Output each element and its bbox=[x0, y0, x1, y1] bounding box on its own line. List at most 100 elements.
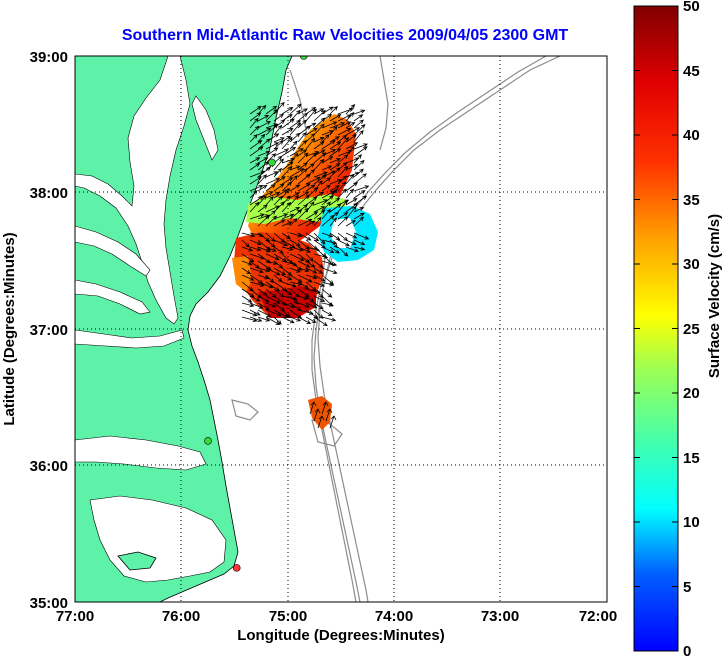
colorbar bbox=[633, 5, 679, 652]
velocity-arrow bbox=[313, 274, 326, 282]
velocity-arrow bbox=[241, 267, 252, 275]
velocity-arrow bbox=[329, 239, 339, 249]
velocity-arrow bbox=[345, 145, 355, 157]
velocity-arrow bbox=[353, 173, 367, 185]
velocity-arrow bbox=[337, 246, 349, 257]
velocity-arrow bbox=[289, 207, 301, 213]
velocity-arrow bbox=[297, 281, 310, 289]
velocity-arrow bbox=[353, 212, 365, 220]
velocity-arrow bbox=[249, 176, 263, 185]
velocity-arrow bbox=[289, 120, 301, 129]
velocity-arrow bbox=[249, 213, 265, 220]
velocity-field-cyan-hole bbox=[330, 218, 356, 248]
velocity-arrow bbox=[249, 281, 265, 287]
velocity-arrow bbox=[305, 150, 320, 157]
velocity-arrow bbox=[265, 316, 281, 325]
velocity-arrow bbox=[329, 125, 338, 136]
velocity-arrow bbox=[313, 260, 324, 269]
velocity-arrow bbox=[309, 401, 317, 415]
velocity-arrow bbox=[313, 295, 326, 302]
velocity-arrow bbox=[289, 184, 301, 192]
velocity-arrow bbox=[321, 113, 333, 122]
velocity-arrow bbox=[297, 149, 308, 157]
velocity-arrow bbox=[329, 122, 346, 129]
velocity-arrow bbox=[265, 253, 280, 261]
velocity-arrow bbox=[249, 105, 262, 115]
velocity-arrow bbox=[241, 260, 253, 266]
velocity-arrow bbox=[265, 205, 280, 213]
velocity-arrow bbox=[337, 199, 348, 213]
velocity-arrow bbox=[265, 210, 276, 220]
velocity-arrow bbox=[257, 274, 270, 280]
velocity-arrow bbox=[329, 232, 341, 241]
velocity-arrow bbox=[265, 105, 278, 115]
velocity-arrow bbox=[313, 141, 325, 150]
velocity-arrow bbox=[325, 408, 333, 422]
colorbar-tick-label: 35 bbox=[683, 192, 700, 209]
velocity-arrow bbox=[305, 267, 318, 274]
x-tick-label: 77:00 bbox=[56, 608, 94, 625]
colorbar-tick-label: 15 bbox=[683, 450, 700, 467]
velocity-arrow bbox=[313, 171, 328, 178]
velocity-arrow bbox=[313, 137, 325, 143]
velocity-arrow bbox=[321, 130, 334, 136]
velocity-arrow bbox=[297, 191, 310, 199]
velocity-arrow bbox=[345, 202, 359, 213]
colorbar-tick-label: 5 bbox=[683, 579, 691, 596]
velocity-arrow bbox=[249, 134, 258, 143]
velocity-arrow bbox=[337, 150, 353, 157]
velocity-arrow bbox=[313, 316, 328, 327]
velocity-arrow bbox=[329, 185, 340, 192]
velocity-arrow bbox=[297, 246, 311, 253]
velocity-arrow bbox=[313, 174, 328, 185]
colorbar-label: Surface Velocity (cm/s) bbox=[706, 214, 723, 378]
velocity-arrow bbox=[313, 216, 322, 227]
velocity-arrow bbox=[281, 114, 293, 122]
velocity-arrow bbox=[321, 309, 333, 317]
velocity-arrow bbox=[297, 218, 313, 227]
velocity-arrow bbox=[273, 316, 282, 325]
velocity-arrow bbox=[273, 302, 285, 312]
radar-station-marker bbox=[268, 158, 276, 167]
velocity-arrow bbox=[249, 117, 259, 129]
grid-lines bbox=[75, 56, 607, 602]
velocity-arrow bbox=[241, 246, 254, 252]
velocity-arrow bbox=[257, 214, 271, 227]
velocity-arrow bbox=[321, 170, 336, 178]
velocity-arrow bbox=[273, 113, 284, 122]
velocity-arrow bbox=[321, 208, 332, 220]
velocity-arrow bbox=[265, 147, 279, 157]
velocity-arrow bbox=[273, 213, 289, 220]
velocity-arrow bbox=[321, 140, 336, 150]
velocity-arrow bbox=[305, 108, 317, 122]
velocity-arrow bbox=[317, 415, 325, 429]
velocity-arrow bbox=[281, 288, 293, 296]
velocity-arrow bbox=[297, 295, 309, 300]
velocity-arrow bbox=[337, 181, 347, 192]
velocity-arrow bbox=[289, 267, 301, 273]
velocity-arrow bbox=[249, 295, 261, 302]
velocity-arrow bbox=[329, 163, 341, 171]
velocity-arrow bbox=[345, 246, 359, 253]
velocity-arrow bbox=[273, 124, 283, 136]
velocity-arrow bbox=[337, 188, 347, 199]
velocity-arrow bbox=[281, 181, 293, 192]
velocity-arrow bbox=[265, 232, 276, 242]
velocity-arrow bbox=[321, 184, 331, 192]
velocity-arrow bbox=[289, 152, 299, 164]
velocity-arrow bbox=[249, 184, 264, 192]
velocity-arrow bbox=[289, 295, 299, 305]
velocity-arrow bbox=[305, 295, 315, 303]
velocity-field-orange-edge bbox=[232, 256, 252, 292]
velocity-arrow bbox=[257, 281, 274, 289]
velocity-arrow bbox=[337, 121, 352, 129]
velocity-arrow bbox=[329, 178, 343, 185]
velocity-arrow bbox=[353, 159, 365, 171]
velocity-arrow bbox=[305, 274, 318, 280]
velocity-arrow bbox=[265, 267, 281, 276]
velocity-arrow bbox=[273, 239, 288, 247]
velocity-arrow bbox=[321, 165, 333, 171]
velocity-arrow bbox=[257, 309, 272, 318]
velocity-arrow bbox=[249, 201, 260, 213]
velocity-arrow bbox=[313, 309, 324, 319]
